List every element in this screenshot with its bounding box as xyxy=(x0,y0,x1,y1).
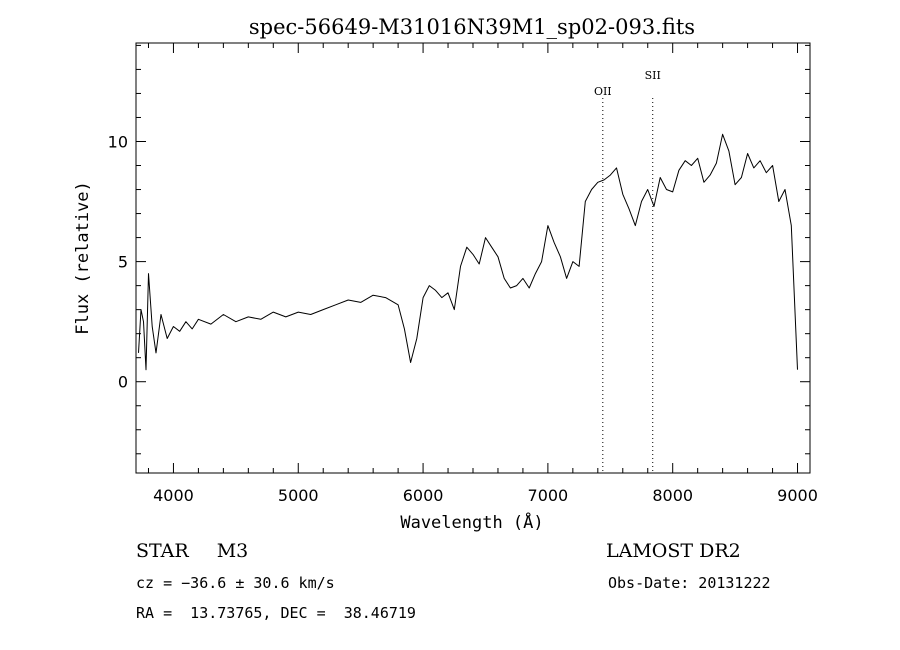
object-class: STAR M3 xyxy=(136,540,248,562)
y-axis-ticks: 0 5 10 xyxy=(108,45,810,453)
observation-date: Obs-Date: 20131222 xyxy=(608,574,771,592)
y-tick-label: 5 xyxy=(118,253,128,272)
spectrum-series xyxy=(139,134,798,369)
x-tick-label: 9000 xyxy=(777,486,818,505)
y-tick-label: 10 xyxy=(108,132,128,151)
line-label-OII: OII xyxy=(594,85,612,98)
chart-title: spec-56649-M31016N39M1_sp02-093.fits xyxy=(249,15,695,39)
y-tick-label: 0 xyxy=(118,373,128,392)
x-axis-ticks: 4000 5000 6000 7000 8000 9000 xyxy=(148,43,817,505)
x-tick-label: 5000 xyxy=(278,486,319,505)
line-label-SII: SII xyxy=(645,69,661,82)
y-axis-label: Flux (relative) xyxy=(73,181,93,335)
coordinates: RA = 13.73765, DEC = 38.46719 xyxy=(136,604,416,622)
x-tick-label: 8000 xyxy=(652,486,693,505)
x-tick-label: 7000 xyxy=(528,486,569,505)
spectrum-plot: spec-56649-M31016N39M1_sp02-093.fits OII… xyxy=(0,0,900,540)
x-tick-label: 4000 xyxy=(153,486,194,505)
object-subclass: M3 xyxy=(217,540,249,562)
spectrum-line-0 xyxy=(139,134,798,369)
x-tick-label: 6000 xyxy=(403,486,444,505)
object-type: STAR xyxy=(136,540,189,562)
emission-line-markers: OII SII xyxy=(594,69,661,473)
plot-frame xyxy=(136,43,810,473)
survey-name: LAMOST DR2 xyxy=(606,540,741,562)
redshift-cz: cz = −36.6 ± 30.6 km/s xyxy=(136,574,335,592)
x-axis-label: Wavelength (Å) xyxy=(400,511,543,533)
